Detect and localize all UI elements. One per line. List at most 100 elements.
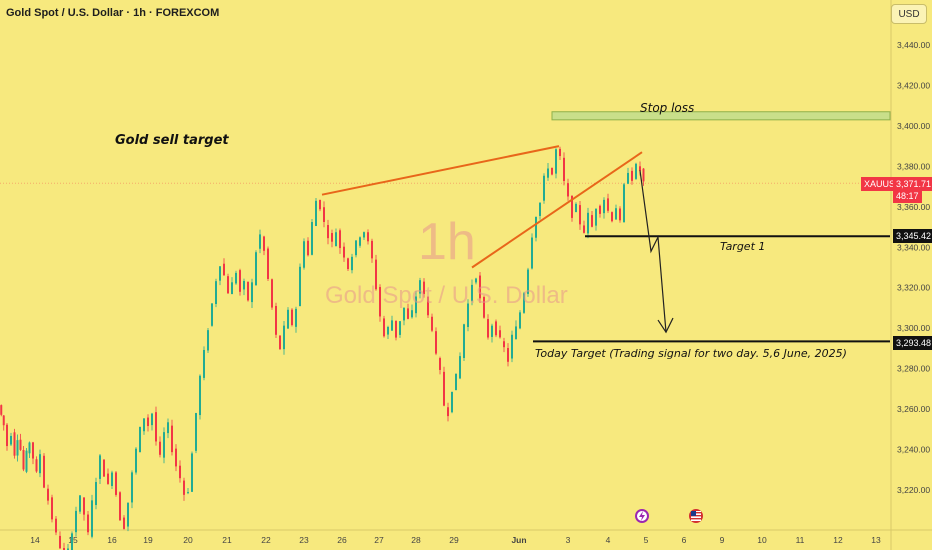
candle-body xyxy=(0,405,3,415)
candle-body xyxy=(323,207,325,222)
candle-body xyxy=(243,280,245,290)
candle-body xyxy=(355,240,357,256)
candle-body xyxy=(495,321,497,336)
trendline-upper[interactable] xyxy=(321,145,560,196)
candle-body xyxy=(535,216,537,238)
x-tick-label: 3 xyxy=(566,535,571,545)
candle-body xyxy=(307,240,309,256)
us-flag-event-icon[interactable] xyxy=(689,509,703,523)
y-tick-label: 3,420.00 xyxy=(897,80,930,90)
candle-body xyxy=(303,241,305,268)
candle-body xyxy=(555,149,557,174)
projection-path xyxy=(639,170,667,333)
candle-body xyxy=(591,215,593,227)
candle-body xyxy=(171,425,173,453)
candle-body xyxy=(259,234,261,249)
candle-body xyxy=(639,166,641,171)
candle-body xyxy=(6,424,8,447)
candle-body xyxy=(67,548,69,550)
currency-button[interactable]: USD xyxy=(891,4,927,24)
x-tick-label: Jun xyxy=(511,535,526,545)
candle-body xyxy=(139,427,141,453)
candle-body xyxy=(271,279,273,308)
stop-loss-zone[interactable] xyxy=(551,111,891,121)
candle-body xyxy=(83,497,85,515)
y-tick-label: 3,360.00 xyxy=(897,202,930,212)
candle-body xyxy=(439,358,441,370)
candle-body xyxy=(79,495,81,512)
candle-body xyxy=(191,453,193,492)
candle-body xyxy=(295,308,297,327)
candle-body xyxy=(159,441,161,455)
x-tick-label: 29 xyxy=(449,535,459,545)
candle-body xyxy=(107,473,109,484)
x-tick-label: 4 xyxy=(606,535,611,545)
candle-body xyxy=(255,252,257,286)
candle-body xyxy=(331,233,333,242)
price-axis-panel[interactable] xyxy=(891,0,932,550)
x-tick-label: 12 xyxy=(833,535,843,545)
candle-body xyxy=(619,208,621,221)
candle-body xyxy=(403,307,405,321)
candle-body xyxy=(231,282,233,295)
candle-body xyxy=(611,212,613,222)
candle-body xyxy=(215,281,217,305)
candle-body xyxy=(179,465,181,479)
candle-body xyxy=(247,281,249,301)
candle-body xyxy=(395,320,397,338)
candle-body xyxy=(199,375,201,416)
candle-body xyxy=(103,459,105,477)
candle-body xyxy=(519,312,521,329)
trendline-lower[interactable] xyxy=(471,151,643,269)
candle-body xyxy=(531,237,533,269)
x-tick-label: 9 xyxy=(720,535,725,545)
candle-body xyxy=(99,455,101,479)
candle-body xyxy=(407,308,409,319)
candle-body xyxy=(547,168,549,178)
candle-body xyxy=(543,175,545,201)
candle-body xyxy=(499,330,501,338)
candle-body xyxy=(571,195,573,218)
candle-body xyxy=(463,324,465,358)
y-tick-label: 3,400.00 xyxy=(897,121,930,131)
candle-body xyxy=(399,321,401,335)
candle-body xyxy=(587,212,589,234)
candle-body xyxy=(219,266,221,281)
candle-body xyxy=(127,502,129,527)
x-tick-label: 23 xyxy=(299,535,309,545)
candle-body xyxy=(523,293,525,313)
lightning-event-icon[interactable] xyxy=(635,509,649,523)
countdown-tag: 48:17 xyxy=(893,189,922,203)
candle-body xyxy=(579,205,581,225)
candle-body xyxy=(515,326,517,340)
candle-body xyxy=(55,518,57,533)
x-tick-label: 11 xyxy=(796,535,805,545)
candle-body xyxy=(631,170,633,181)
candle-body xyxy=(59,535,61,549)
y-tick-label: 3,280.00 xyxy=(897,364,930,374)
candle-body xyxy=(511,334,513,359)
candle-body xyxy=(507,348,509,362)
x-tick-label: 16 xyxy=(107,535,117,545)
candle-body xyxy=(299,266,301,307)
watermark-name: Gold Spot / U.S. Dollar xyxy=(325,282,568,309)
candle-body xyxy=(387,327,389,335)
candle-body xyxy=(32,442,34,459)
candle-body xyxy=(71,533,73,550)
candle-body xyxy=(635,163,637,179)
candle-body xyxy=(479,275,481,299)
candle-body xyxy=(607,198,609,211)
candle-body xyxy=(251,282,253,303)
candle-body xyxy=(147,417,149,427)
x-tick-label: 10 xyxy=(757,535,767,545)
candle-body xyxy=(143,418,145,432)
candle-body xyxy=(319,200,321,210)
y-tick-label: 3,320.00 xyxy=(897,283,930,293)
candle-body xyxy=(95,481,97,506)
candle-body xyxy=(19,439,22,450)
candle-body xyxy=(351,256,353,271)
candle-body xyxy=(427,296,429,316)
candle-body xyxy=(51,497,53,520)
candle-body xyxy=(603,199,605,214)
